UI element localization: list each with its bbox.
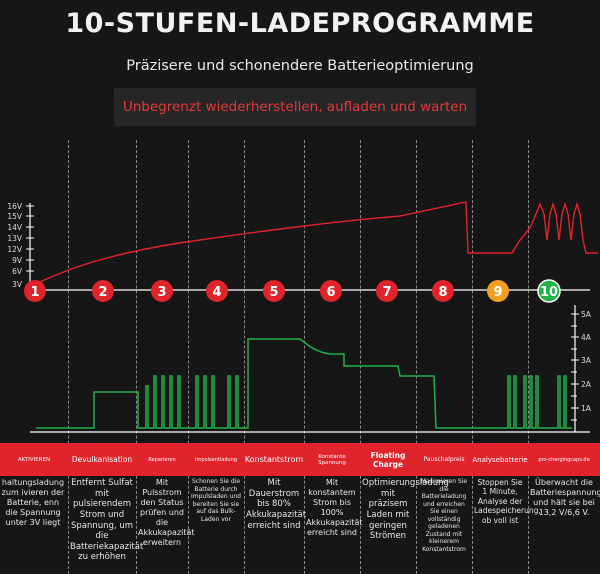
current-tick-label: 4A	[581, 333, 592, 342]
step-divider	[68, 140, 69, 574]
voltage-tick-label: 9V	[12, 256, 23, 265]
promo-banner-text: Unbegrenzt wiederherstellen, aufladen un…	[122, 99, 468, 115]
svg-text:4: 4	[212, 285, 221, 300]
step-circle: 5	[263, 280, 285, 302]
step-description: Optimierungsladung mit präzisem Laden mi…	[362, 478, 449, 542]
step-name-label: AKTIVIEREN	[17, 456, 51, 463]
step-circle: 6	[320, 280, 342, 302]
svg-text:6: 6	[326, 285, 335, 300]
step-name-label: Reparieren	[148, 456, 176, 463]
step-divider	[472, 140, 473, 574]
page-title: 10-STUFEN-LADEPROGRAMME	[65, 8, 535, 39]
current-tick-label: 1A	[581, 404, 592, 413]
step-divider	[528, 140, 529, 574]
step-divider	[136, 140, 137, 574]
current-tick-label: 2A	[581, 380, 592, 389]
step-name-label: Pauschalpreis	[423, 456, 465, 463]
voltage-tick-label: 16V	[7, 202, 23, 211]
step-name-label: Impulsentladung	[194, 456, 238, 463]
step-circle: 1	[24, 280, 46, 302]
step-name-label: Devulkanisation	[71, 455, 133, 464]
voltage-tick-label: 14V	[7, 223, 23, 232]
step-name-label: Floating Charge	[370, 450, 406, 469]
svg-text:1: 1	[30, 285, 39, 300]
current-tick-label: 5A	[581, 310, 592, 319]
step-description: Stoppen Sie 1 Minute, Analyse der Ladesp…	[474, 478, 541, 525]
step-name-label: Konstantstrom	[244, 455, 304, 464]
page-subtitle: Präzisere und schonendere Batterieoptimi…	[126, 58, 474, 74]
step-description: Entfernt Sulfat mit pulsierendem Strom u…	[70, 478, 144, 563]
step-circle: 3	[151, 280, 173, 302]
step-description: Mit Dauerstrom bis 80% Akkukapazität err…	[246, 478, 307, 531]
svg-text:8: 8	[438, 285, 447, 300]
svg-text:3: 3	[157, 285, 166, 300]
voltage-axis-labels: 16V 15V 14V 13V 12V 9V 6V 3V	[7, 202, 23, 289]
step-name-label: Analysebatterie	[472, 455, 528, 464]
svg-text:5: 5	[269, 285, 278, 300]
step-divider	[188, 140, 189, 574]
step-circle: 7	[376, 280, 398, 302]
voltage-tick-label: 6V	[12, 267, 23, 276]
step-name-bar: AKTIVIEREN Devulkanisation Reparieren Im…	[0, 443, 600, 476]
svg-text:10: 10	[540, 285, 558, 300]
step-description: Überwacht die Batteriespannung und hält …	[530, 478, 600, 517]
step-name-label: Konstante Spannung	[318, 453, 346, 466]
voltage-curve	[35, 201, 598, 285]
step-description: Mit Pulsstrom den Status prüfen und die …	[138, 478, 195, 547]
svg-text:7: 7	[382, 285, 391, 300]
current-axis-labels: 5A 4A 3A 2A 1A	[581, 310, 592, 413]
step-circle: 2	[92, 280, 114, 302]
svg-text:9: 9	[493, 285, 502, 300]
voltage-tick-label: 3V	[12, 280, 23, 289]
step-circle: 9	[487, 280, 509, 302]
voltage-tick-label: 12V	[7, 245, 23, 254]
step-description: Maximieren Sie die Batterieladung und er…	[420, 478, 468, 553]
promo-banner: Unbegrenzt wiederherstellen, aufladen un…	[114, 88, 476, 126]
step-circle: 10	[537, 279, 561, 303]
step-circle: 4	[206, 280, 228, 302]
step-divider	[244, 140, 245, 574]
step-circle: 8	[432, 280, 454, 302]
voltage-tick-label: 13V	[7, 234, 23, 243]
step-divider	[416, 140, 417, 574]
step-description: Mit konstantem Strom bis 100% Akkukapazi…	[306, 478, 363, 537]
step-divider	[304, 140, 305, 574]
voltage-tick-label: 15V	[7, 212, 23, 221]
current-tick-label: 3A	[581, 356, 592, 365]
step-description: haltungsladung zum ivieren der Batterie,…	[1, 478, 65, 527]
step-name-label: pro-chargingcaps.de	[538, 456, 590, 463]
svg-text:2: 2	[98, 285, 107, 300]
step-description: Schonen Sie die Batterie durch Impulslad…	[191, 478, 241, 523]
current-curve	[36, 338, 572, 429]
step-divider	[360, 140, 361, 574]
